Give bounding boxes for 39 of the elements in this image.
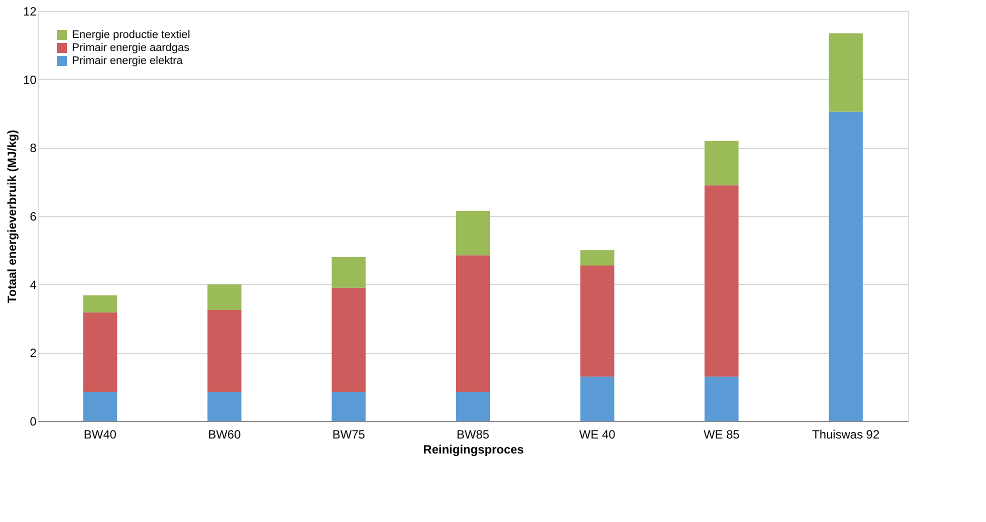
y-tick-label: 0	[30, 414, 37, 428]
bar	[580, 376, 614, 421]
bar	[207, 284, 242, 310]
bar	[704, 376, 739, 421]
bar	[580, 266, 614, 377]
bar	[704, 185, 739, 377]
x-tick-label: Thuiswas 92	[812, 428, 880, 442]
y-tick-label: 12	[23, 4, 37, 18]
x-tick-label: WE 85	[704, 428, 740, 442]
x-tick-label: BW75	[332, 428, 366, 442]
y-axis-title: Totaal energieverbruik (MJ/kg)	[5, 130, 20, 304]
y-tick-label: 10	[23, 72, 37, 87]
y-tick-label: 6	[30, 210, 37, 224]
bar	[332, 257, 366, 288]
x-tick-label: WE 40	[579, 428, 616, 442]
bar	[828, 112, 863, 421]
y-tick-label: 8	[30, 141, 37, 156]
x-tick-label: BW85	[456, 428, 490, 442]
bar	[456, 392, 490, 421]
bar	[456, 255, 490, 392]
bar	[704, 140, 739, 186]
bar	[207, 310, 242, 392]
legend-label: Energie productie textiel	[72, 29, 190, 41]
x-axis-title: Reinigingsproces	[423, 442, 524, 456]
x-tick-label: BW40	[84, 428, 117, 442]
bar	[828, 33, 863, 112]
bar	[83, 392, 118, 421]
bar	[207, 392, 242, 421]
y-tick-label: 2	[30, 346, 37, 360]
y-tick-label: 4	[30, 278, 37, 292]
bar	[332, 288, 366, 392]
legend-label: Primair energie elektra	[72, 55, 184, 67]
bar	[580, 250, 614, 266]
bar	[83, 312, 118, 392]
x-tick-label: BW60	[208, 428, 242, 442]
legend-label: Primair energie aardgas	[72, 42, 190, 54]
bar	[456, 210, 490, 256]
bar	[332, 392, 366, 421]
bar	[83, 295, 118, 312]
